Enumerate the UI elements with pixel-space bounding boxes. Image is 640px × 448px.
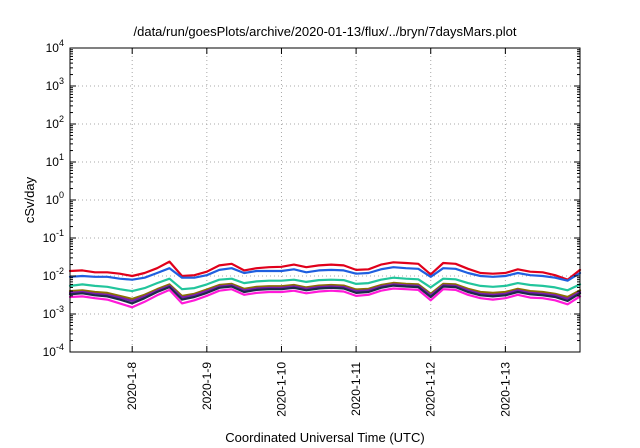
series-line-4 — [68, 281, 582, 300]
y-tick-label: 10-2 — [43, 266, 64, 283]
y-tick-label: 10-3 — [43, 304, 64, 321]
x-tick-labels: 2020-1-8 2020-1-9 2020-1-10 2020-1-11 2020-1… — [125, 362, 512, 417]
x-tick-label: 2020-1-10 — [274, 362, 288, 417]
x-tick-label: 2020-1-9 — [200, 362, 214, 410]
axis-ticks — [70, 47, 580, 353]
series-line-6 — [68, 284, 582, 305]
grid — [70, 48, 580, 352]
y-tick-labels: 10-4 10-3 10-2 10-1 100 101 102 103 104 — [43, 38, 64, 359]
y-tick-label: 10-4 — [43, 342, 64, 359]
x-tick-label: 2020-1-8 — [125, 362, 139, 410]
series-line-7 — [68, 287, 582, 309]
x-tick-label: 2020-1-12 — [424, 362, 438, 417]
series-line-5 — [68, 283, 582, 303]
y-tick-label: 101 — [46, 152, 64, 169]
y-tick-label: 10-1 — [43, 228, 64, 245]
series-lines — [68, 260, 582, 309]
chart-title: /data/run/goesPlots/archive/2020-01-13/f… — [134, 24, 517, 39]
y-tick-label: 104 — [46, 38, 64, 55]
y-tick-label: 100 — [46, 190, 64, 207]
series-line-3 — [68, 276, 582, 293]
y-axis-label: cSv/day — [22, 176, 37, 223]
y-tick-label: 102 — [46, 114, 64, 131]
series-line-2 — [68, 266, 582, 282]
x-tick-label: 2020-1-13 — [498, 362, 512, 417]
series-line-1 — [68, 260, 582, 281]
y-tick-label: 103 — [46, 76, 64, 93]
x-tick-label: 2020-1-11 — [349, 362, 363, 416]
x-axis-label: Coordinated Universal Time (UTC) — [225, 430, 424, 445]
